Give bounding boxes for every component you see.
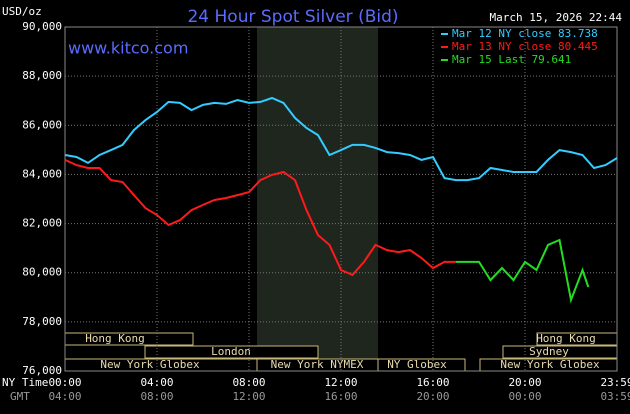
session-label: New York Globex [500,358,600,371]
legend-label: Mar 15 Last 79.641 [452,53,571,66]
y-tick-label: 80,000 [22,266,62,279]
session-box [144,345,319,359]
gmt-tick-label: 00:00 [508,390,541,403]
y-tick-label: 84,000 [22,167,62,180]
y-unit: USD/oz [2,5,42,18]
series-line [64,158,456,277]
gmt-tick-label: 20:00 [416,390,449,403]
x2-axis-label: GMT [10,390,30,403]
legend-label: Mar 13 NY close 80.445 [452,40,598,53]
series-line [456,238,590,304]
plot-frame [64,26,618,372]
x-tick-label: 08:00 [232,376,265,389]
x-tick-label: 16:00 [416,376,449,389]
x-tick-label: 20:00 [508,376,541,389]
y-tick-label: 90,000 [22,20,62,33]
y-tick-label: 78,000 [22,315,62,328]
sessions: Hong Kong London New York Globex New Yor… [64,332,618,372]
session-label: Hong Kong [536,332,596,345]
y-tick-label: 86,000 [22,118,62,131]
session-label: Hong Kong [85,332,145,345]
y-tick-label: 76,000 [22,364,62,377]
legend-label: Mar 12 NY close 83.738 [452,27,598,40]
gmt-tick-label: 12:00 [232,390,265,403]
gmt-tick-label: 08:00 [140,390,173,403]
session-label: Sydney [529,345,569,358]
series-line [64,96,618,182]
nymex-session-shade [257,27,378,371]
session-label: NY Globex [387,358,447,371]
x-tick-label: 12:00 [324,376,357,389]
x-tick-label: 00:00 [48,376,81,389]
x-tick-label: 23:59 [600,376,630,389]
y-tick-label: 82,000 [22,217,62,230]
watermark: www.kitco.com [68,39,188,58]
x-axis-label: NY Time [2,376,48,389]
x-tick-label: 04:00 [140,376,173,389]
session-label: London [211,345,251,358]
timestamp: March 15, 2026 22:44 [490,11,623,24]
session-label: New York NYMEX [271,358,364,371]
session-label: New York Globex [100,358,200,371]
y-tick-label: 88,000 [22,69,62,82]
gmt-tick-label: 16:00 [324,390,357,403]
gmt-tick-label: 04:00 [48,390,81,403]
gmt-tick-label: 03:59 [600,390,630,403]
chart-title: 24 Hour Spot Silver (Bid) [187,7,398,27]
